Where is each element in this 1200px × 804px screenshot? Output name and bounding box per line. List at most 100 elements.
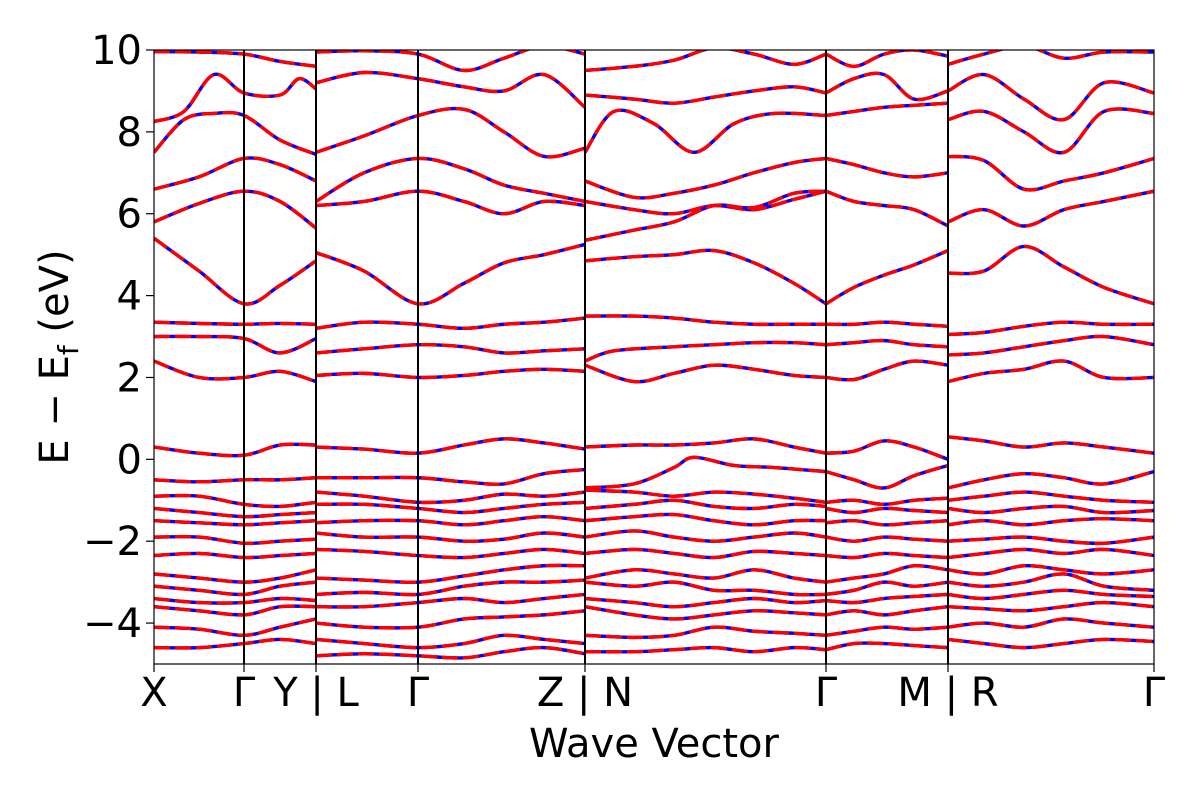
band-line-red-81 (825, 535, 949, 543)
band-line-red-55 (584, 455, 827, 490)
band-line-blue-5 (154, 236, 317, 306)
x-tick-label-2: Y | L (272, 670, 359, 716)
band-line-blue-90 (947, 72, 1154, 122)
band-line-red-62 (584, 580, 827, 597)
band-line-red-43 (315, 645, 586, 660)
band-line-red-56 (584, 488, 827, 504)
band-line-red-11 (154, 493, 317, 509)
band-line-red-69 (825, 101, 949, 118)
y-axis-label-subscript: f (52, 344, 85, 355)
band-line-red-5 (154, 236, 317, 306)
band-line-blue-23 (315, 70, 587, 109)
x-tick-label-6: M | R (897, 670, 998, 716)
band-line-red-40 (315, 592, 586, 609)
band-line-red-86 (825, 605, 949, 617)
band-line-red-94 (947, 244, 1154, 306)
y-tick-label-0: −4 (83, 601, 142, 647)
y-tick-label-6: 8 (117, 110, 142, 156)
kpath-divider-lines (243, 50, 949, 664)
band-line-blue-75 (825, 359, 949, 382)
band-line-blue-24 (315, 106, 586, 159)
band-line-red-57 (584, 498, 827, 511)
band-line-blue-70 (825, 156, 949, 179)
band-line-blue-2 (154, 110, 317, 156)
band-line-red-52 (584, 340, 827, 363)
x-tick-label-1: Γ (233, 670, 256, 716)
band-line-red-32 (315, 467, 586, 486)
band-line-red-49 (584, 189, 827, 243)
band-line-red-50 (584, 248, 827, 306)
band-line-blue-86 (825, 605, 949, 617)
band-line-red-44 (584, 50, 827, 73)
band-line-red-85 (825, 592, 949, 605)
band-line-red-24 (315, 106, 586, 159)
band-line-red-104 (947, 547, 1154, 560)
band-line-red-23 (315, 70, 587, 109)
y-tick-label-7: 10 (91, 28, 142, 74)
band-line-blue-71 (825, 189, 949, 228)
band-line-red-46 (583, 108, 827, 155)
band-line-red-80 (825, 519, 949, 527)
x-tick-label-7: Γ (1143, 670, 1166, 716)
band-line-red-101 (947, 504, 1154, 515)
band-line-red-34 (315, 500, 586, 515)
band-line-blue-74 (825, 338, 949, 349)
band-line-red-35 (315, 514, 586, 527)
band-line-blue-85 (825, 592, 949, 605)
plot-frame (153, 49, 1155, 665)
band-line-red-106 (947, 572, 1154, 593)
band-line-red-2 (154, 110, 317, 156)
band-line-red-25 (315, 156, 586, 204)
band-line-red-103 (947, 535, 1154, 546)
band-line-red-95 (947, 320, 1154, 337)
band-line-red-20 (154, 617, 317, 638)
band-line-red-63 (584, 596, 827, 609)
band-line-blue-53 (584, 363, 827, 384)
band-line-red-108 (947, 600, 1154, 613)
band-line-red-107 (947, 588, 1154, 601)
band-line-blue-88 (825, 641, 949, 652)
y-axis-label-main: E − E (32, 355, 78, 465)
x-tick-label-4: Z | N (537, 670, 633, 716)
band-line-red-102 (947, 516, 1154, 527)
band-line-blue-69 (825, 101, 949, 118)
band-line-blue-52 (584, 340, 827, 363)
y-tick-label-3: 2 (117, 355, 142, 401)
y-tick-label-2: 0 (117, 437, 142, 483)
y-axis-label-unit: (eV) (32, 249, 78, 345)
band-line-blue-55 (584, 455, 827, 490)
band-line-red-91 (947, 107, 1154, 155)
band-line-red-47 (584, 156, 827, 200)
band-line-red-88 (825, 641, 949, 652)
band-line-red-110 (947, 637, 1154, 650)
band-line-blue-79 (825, 506, 949, 515)
band-line-red-89 (947, 50, 1154, 66)
y-tick-label-4: 4 (117, 274, 142, 320)
band-line-red-75 (825, 359, 949, 382)
band-line-blue-83 (825, 564, 949, 584)
bands-layer (154, 50, 1154, 660)
band-line-red-59 (584, 529, 827, 543)
band-line-blue-87 (825, 625, 949, 638)
band-line-red-87 (825, 625, 949, 638)
band-line-red-54 (584, 437, 827, 455)
y-axis-ticks: −4 −2 0 2 4 6 8 10 (83, 28, 154, 647)
band-line-red-78 (825, 496, 949, 507)
band-line-red-82 (825, 551, 949, 560)
band-line-red-39 (315, 578, 586, 597)
band-line-blue-81 (825, 535, 949, 543)
band-line-red-74 (825, 338, 949, 349)
band-line-red-73 (825, 320, 949, 328)
band-line-blue-80 (825, 519, 949, 527)
band-line-red-72 (825, 249, 949, 306)
band-line-red-31 (315, 437, 586, 455)
y-axis-label: E − Ef (eV) (32, 249, 85, 464)
band-line-blue-62 (584, 580, 827, 597)
x-tick-label-5: Γ (815, 670, 838, 716)
x-tick-label-3: Γ (407, 670, 430, 716)
band-line-red-79 (825, 506, 949, 515)
band-line-blue-84 (825, 580, 949, 597)
band-line-blue-41 (315, 609, 586, 630)
